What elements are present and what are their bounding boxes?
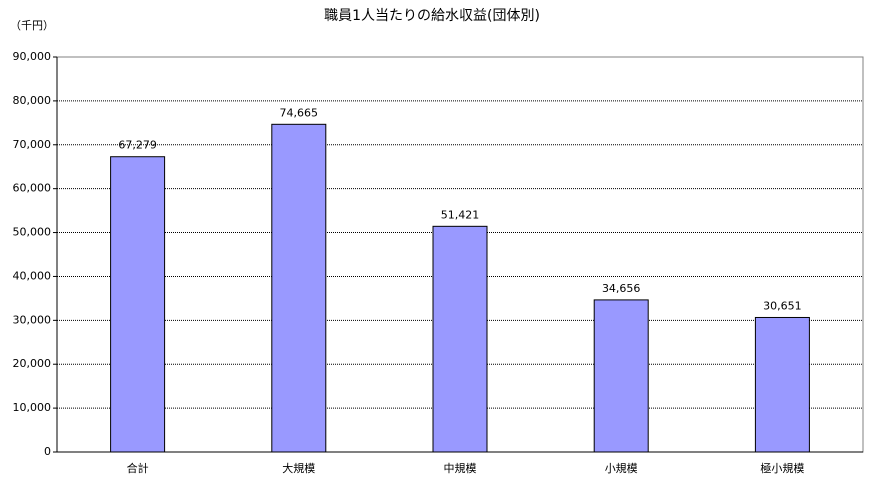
x-tick-label: 中規模: [444, 461, 477, 475]
y-tick-label: 60,000: [13, 182, 52, 195]
x-tick-label: 極小規模: [760, 461, 804, 475]
y-tick-label: 10,000: [13, 401, 52, 414]
x-tick-label: 合計: [127, 461, 149, 475]
y-tick-label: 50,000: [13, 226, 52, 239]
bar: [110, 156, 166, 453]
y-tick-label: 30,000: [13, 313, 52, 326]
bar: [271, 123, 327, 453]
value-label: 67,279: [118, 139, 157, 152]
x-tick-label: 大規模: [282, 461, 315, 475]
y-tick-label: 0: [44, 445, 51, 458]
value-label: 74,665: [280, 106, 319, 119]
value-label: 34,656: [602, 282, 641, 295]
value-label: 30,651: [763, 299, 802, 312]
y-tick-label: 40,000: [13, 269, 52, 282]
x-tick-label: 小規模: [605, 461, 638, 475]
bar: [432, 225, 488, 453]
y-tick-label: 80,000: [13, 94, 52, 107]
y-axis-label: （千円）: [10, 19, 54, 32]
bar: [754, 316, 810, 453]
y-tick-label: 90,000: [13, 50, 52, 63]
y-tick-label: 70,000: [13, 138, 52, 151]
chart-title: 職員1人当たりの給水収益(団体別): [324, 8, 540, 24]
bar: [593, 299, 649, 453]
value-label: 51,421: [441, 208, 480, 221]
y-tick-label: 20,000: [13, 357, 52, 370]
